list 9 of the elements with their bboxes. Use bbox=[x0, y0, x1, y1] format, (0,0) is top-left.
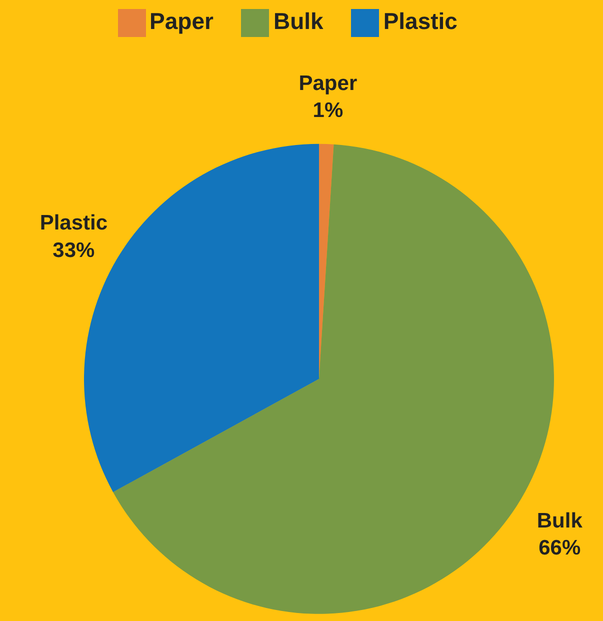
legend-label: Plastic bbox=[383, 8, 458, 34]
slice-label: Paper bbox=[298, 72, 358, 95]
data-label: 66% bbox=[538, 536, 581, 560]
data-label: 33% bbox=[52, 238, 96, 262]
slice-label: Bulk bbox=[536, 509, 583, 532]
slice-label: Plastic bbox=[40, 212, 108, 235]
data-label: 1% bbox=[312, 99, 344, 122]
legend-label: Bulk bbox=[273, 8, 324, 34]
legend-label: Paper bbox=[150, 8, 214, 34]
